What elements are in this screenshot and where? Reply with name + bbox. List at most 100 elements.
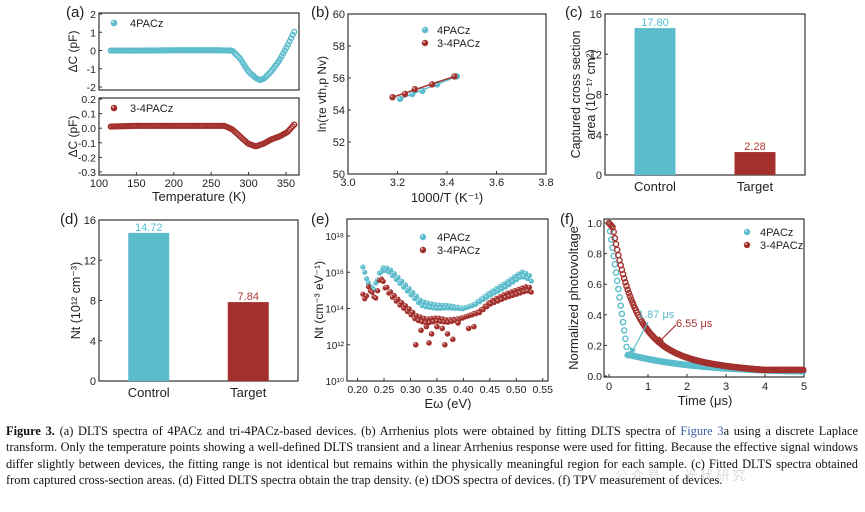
figure-link[interactable]: Figure 3 — [680, 424, 724, 438]
panel-e-point — [360, 264, 366, 270]
panel-e-point-highlight — [433, 316, 436, 318]
panel-b-point — [396, 95, 404, 103]
panel-b-point-highlight — [410, 91, 413, 94]
panel-b-point-body — [389, 94, 396, 101]
panel-a-x-tick-label: 250 — [202, 178, 220, 190]
panel-e-point-highlight — [429, 316, 432, 319]
panel-e-point — [391, 271, 397, 277]
panel-b-point-body — [396, 95, 404, 103]
panel-f-legend-marker-highlight — [744, 229, 748, 233]
panel-e-point-body — [399, 278, 405, 284]
panel-e-point — [375, 288, 381, 294]
panel-f-ylabel: Normalized photovoltage — [566, 226, 581, 370]
panel-e-point-highlight — [414, 294, 417, 297]
panel-e-point-body — [418, 327, 424, 334]
panel-e-point-highlight — [511, 280, 513, 283]
panel-c-bar — [634, 28, 676, 176]
panel-e-point-highlight — [435, 306, 438, 309]
panel-a-y-tick-label: -0.3 — [78, 167, 96, 179]
panel-e-point-highlight — [435, 319, 438, 322]
caption-text-1: (a) DLTS spectra of 4PACz and tri-4PACz-… — [54, 424, 681, 438]
panel-f-point — [617, 302, 625, 309]
panel-e-y-tick-label: 10¹² — [326, 341, 344, 352]
panel-e-point — [399, 300, 405, 306]
panel-c-ylabel: Captured cross section — [569, 31, 583, 159]
panel-e-point-highlight — [527, 273, 530, 276]
panel-b-point — [419, 87, 426, 95]
panel-f-y-tick-label: 0.2 — [587, 340, 602, 352]
panel-f-xlabel: Time (μs) — [678, 393, 733, 408]
panel-b-x-tick-label: 3.2 — [390, 177, 405, 189]
panel-e-point-body — [434, 323, 440, 330]
panel-c-ylabel: area (10⁻¹⁷ cm²) — [584, 49, 598, 139]
panel-e-point-highlight — [481, 307, 484, 310]
panel-e-point — [406, 286, 412, 292]
panel-e-point-body — [526, 272, 533, 279]
panel-e-point-highlight — [487, 291, 489, 294]
panel-a-x-tick-label: 300 — [239, 178, 257, 190]
panel-e-point-highlight — [440, 317, 443, 319]
panel-f-point — [620, 327, 628, 334]
panel-d-y-tick-label: 16 — [84, 215, 96, 227]
panel-b-point-highlight — [390, 94, 393, 98]
panel-e-legend-label: 4PACz — [437, 232, 470, 244]
panel-c-bar — [734, 152, 776, 175]
panel-e-point-highlight — [366, 284, 369, 287]
panel-e-point-highlight — [492, 291, 495, 293]
panel-e-point-highlight — [440, 326, 443, 329]
panel-e-point-highlight — [455, 305, 458, 308]
panel-e-point-highlight — [385, 266, 388, 269]
panel-f-point — [626, 293, 634, 300]
panel-f-point — [611, 261, 619, 268]
panel-e-point — [413, 293, 420, 299]
panel-e-point-body — [388, 289, 394, 295]
panel-c-value-label: 17.80 — [641, 17, 669, 29]
panel-b-point-body — [401, 90, 409, 98]
panel-e-point-highlight — [416, 318, 419, 321]
panel-e-point-highlight — [496, 299, 499, 302]
panel-e-point-highlight — [496, 289, 499, 292]
panel-e-point-highlight — [516, 272, 519, 275]
panel-e-x-tick-label: 0.25 — [374, 384, 395, 396]
panel-a-xlabel: Temperature (K) — [152, 189, 246, 204]
panel-e-point-highlight — [435, 324, 438, 327]
panel-e-point-highlight — [363, 270, 365, 273]
panel-b-legend-marker-body — [421, 39, 429, 47]
panel-f-point — [612, 269, 620, 276]
panel-b-legend-marker-highlight — [422, 27, 426, 30]
panel-c-y-tick-label: 12 — [590, 49, 602, 61]
panel-e-point-highlight — [433, 302, 436, 305]
panel-e-point-body — [391, 271, 397, 277]
panel-e-point — [513, 277, 520, 283]
panel-d-bar — [128, 232, 170, 381]
panel-d-value-label: 14.72 — [135, 222, 163, 234]
panel-f-point — [624, 286, 632, 293]
panel-e-point-highlight — [529, 279, 532, 282]
panel-a-y-tick-label: -2 — [87, 82, 96, 94]
panel-e-point-body — [360, 264, 366, 270]
panel-a-point — [283, 44, 290, 51]
panel-d-ylabel: Nt (10¹² cm⁻³) — [69, 262, 83, 339]
panel-a-point — [291, 28, 298, 35]
panel-e-x-tick-label: 0.50 — [506, 384, 527, 396]
panel-e-point-highlight — [443, 342, 445, 345]
panel-e-x-tick-label: 0.55 — [532, 384, 553, 396]
panel-e-point-highlight — [481, 297, 484, 300]
panel-f-x-tick-label: 5 — [801, 381, 807, 393]
panel-b-point-highlight — [452, 74, 455, 77]
panel-a-legend-marker-highlight — [111, 105, 115, 108]
watermark: 公众号 · 光伏研究 — [615, 469, 749, 484]
panel-e-point — [528, 278, 534, 284]
panel-e-point-highlight — [437, 303, 439, 306]
panel-e-point-body — [369, 289, 375, 295]
panel-e-point-highlight — [372, 295, 375, 297]
panel-e-point-highlight — [488, 293, 491, 295]
panel-a-point — [286, 38, 293, 45]
panel-f-x-tick-label: 1 — [645, 381, 651, 393]
panel-e-point-highlight — [396, 275, 399, 278]
panel-e-point-body — [413, 293, 420, 299]
panel-e-point — [465, 325, 472, 332]
panel-e-point-body — [426, 340, 432, 346]
panel-c-y-tick-label: 16 — [590, 9, 602, 21]
panel-e-point-body — [526, 284, 533, 290]
